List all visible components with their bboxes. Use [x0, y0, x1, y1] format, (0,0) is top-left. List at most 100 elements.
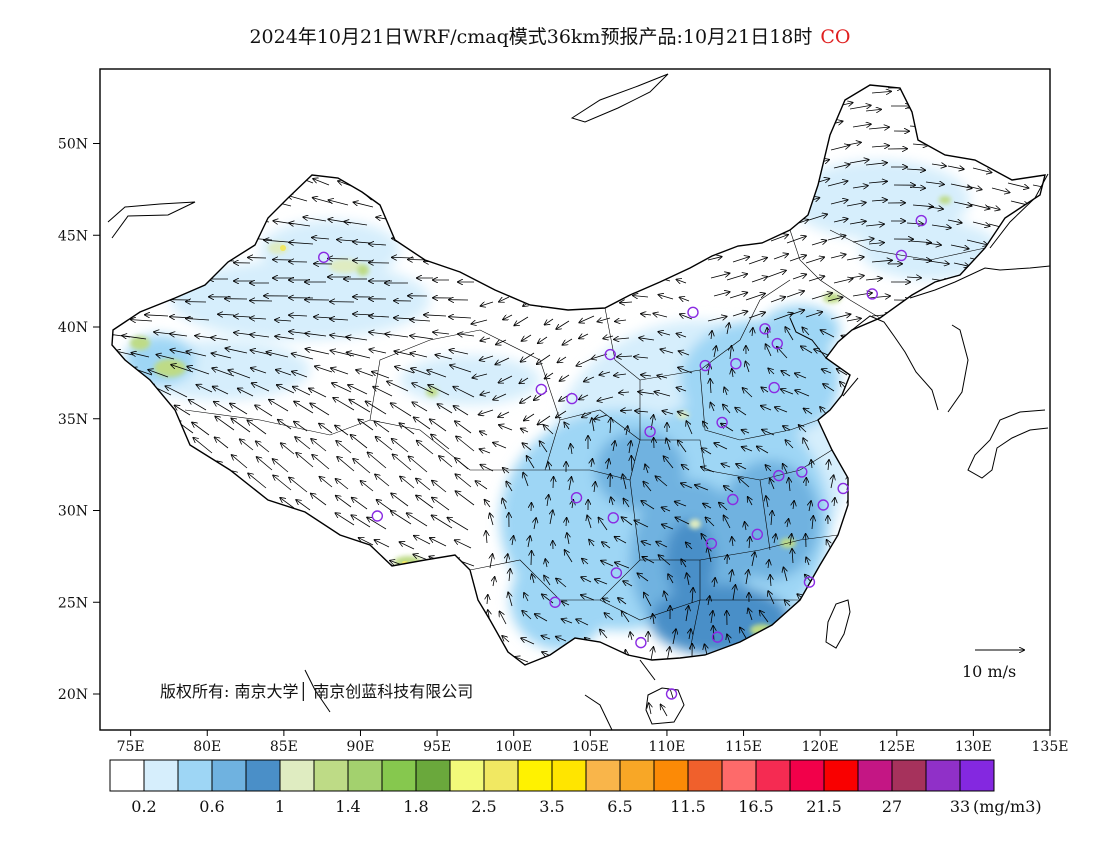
wind-arrow — [311, 714, 333, 717]
wind-arrow — [767, 102, 785, 109]
wind-arrow — [435, 100, 450, 112]
wind-arrow — [711, 403, 715, 412]
wind-arrow — [176, 457, 191, 470]
wind-arrow — [726, 105, 746, 112]
lat-tick-label: 50N — [58, 137, 88, 153]
wind-arrow — [642, 162, 655, 164]
wind-arrow — [682, 254, 693, 258]
wind-arrow — [837, 369, 848, 376]
wind-arrow — [1017, 707, 1028, 718]
wind-arrow — [290, 136, 308, 148]
wind-arrow — [766, 465, 772, 472]
wind-arrow — [656, 260, 668, 263]
wind-arrow — [230, 579, 248, 584]
wind-arrow — [906, 169, 925, 170]
wind-arrow — [631, 456, 632, 472]
wind-arrow — [271, 583, 289, 588]
wind-arrow — [607, 650, 610, 664]
wind-arrow — [967, 347, 969, 356]
wind-arrow — [930, 332, 932, 341]
wind-arrow — [429, 576, 453, 583]
wind-arrow — [152, 434, 172, 450]
wind-arrow — [811, 241, 826, 246]
wind-arrow — [353, 157, 368, 165]
wind-arrow — [707, 141, 727, 146]
wind-arrow — [701, 467, 715, 473]
wind-arrow — [394, 96, 409, 108]
wind-arrow — [90, 349, 108, 353]
wind-arrow — [336, 479, 349, 490]
wind-arrow — [212, 97, 229, 111]
wind-arrow — [869, 689, 871, 698]
wind-arrow — [928, 92, 948, 95]
wind-arrow — [687, 573, 689, 586]
wind-arrow — [416, 496, 434, 509]
wind-arrow — [215, 712, 235, 715]
wind-arrow — [770, 121, 785, 127]
wind-arrow — [249, 199, 267, 205]
wind-arrow — [256, 441, 270, 453]
wind-arrow — [491, 163, 507, 171]
wind-arrow — [481, 465, 494, 472]
wind-arrow — [664, 456, 674, 469]
wind-arrow — [1007, 182, 1028, 188]
wind-arrow — [1024, 480, 1027, 488]
wind-arrow — [768, 713, 775, 720]
wind-arrow — [615, 537, 627, 544]
wind-arrow — [659, 555, 671, 566]
wind-arrow — [1032, 130, 1045, 135]
wind-arrow — [704, 687, 715, 696]
wind-arrow — [129, 259, 153, 260]
wind-arrow — [175, 406, 191, 416]
wind-arrow — [867, 370, 873, 378]
wind-arrow — [1032, 299, 1045, 305]
wind-arrow — [299, 119, 314, 130]
wind-arrow — [541, 239, 551, 246]
wind-arrow — [459, 93, 475, 107]
wind-arrow — [653, 614, 654, 625]
wind-arrow — [544, 425, 554, 435]
wind-arrow — [868, 181, 887, 183]
wind-arrow — [967, 571, 969, 586]
wind-arrow — [506, 482, 513, 492]
wind-arrow — [312, 520, 330, 531]
wind-arrow — [251, 140, 267, 151]
station-marker — [711, 631, 724, 643]
wind-arrow — [909, 187, 925, 188]
wind-arrow — [707, 317, 727, 322]
wind-arrow — [785, 440, 794, 449]
wind-arrow — [973, 715, 987, 721]
wind-arrow — [544, 576, 551, 586]
wind-arrow — [170, 158, 188, 168]
wind-arrow — [969, 203, 989, 209]
wind-arrow — [909, 241, 931, 243]
wind-arrow — [347, 352, 371, 359]
wind-arrow — [518, 280, 532, 290]
colorbar-swatch — [211, 759, 247, 792]
wind-arrow — [751, 277, 767, 283]
wind-arrow — [493, 393, 507, 400]
wind-arrow — [457, 85, 472, 89]
wind-arrow — [757, 447, 769, 454]
wind-arrow — [336, 441, 352, 454]
wind-arrow — [985, 144, 1003, 149]
wind-arrow — [896, 519, 911, 526]
wind-arrow — [964, 643, 971, 658]
wind-arrow — [714, 578, 715, 588]
wind-arrow — [485, 627, 494, 641]
wind-arrow — [338, 181, 355, 188]
wind-arrow — [430, 538, 447, 547]
wind-arrow — [730, 570, 732, 583]
wind-arrow — [686, 421, 693, 435]
wind-arrow — [789, 87, 805, 93]
wind-arrow — [286, 536, 308, 547]
wind-arrow — [683, 670, 686, 683]
wind-arrow — [137, 478, 153, 491]
wind-arrow — [812, 516, 813, 530]
wind-arrow — [156, 85, 169, 94]
lon-tick-label: 95E — [423, 739, 451, 755]
wind-arrow — [112, 100, 115, 113]
wind-arrow — [684, 712, 693, 719]
wind-arrow — [231, 538, 251, 548]
